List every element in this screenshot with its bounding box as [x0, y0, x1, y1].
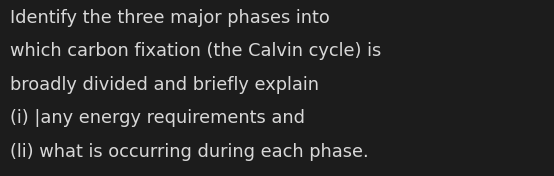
- Text: Identify the three major phases into: Identify the three major phases into: [10, 9, 330, 27]
- Text: (i) |any energy requirements and: (i) |any energy requirements and: [10, 109, 305, 127]
- Text: which carbon fixation (the Calvin cycle) is: which carbon fixation (the Calvin cycle)…: [10, 42, 381, 60]
- Text: broadly divided and briefly explain: broadly divided and briefly explain: [10, 76, 319, 94]
- Text: (li) what is occurring during each phase.: (li) what is occurring during each phase…: [10, 143, 368, 161]
